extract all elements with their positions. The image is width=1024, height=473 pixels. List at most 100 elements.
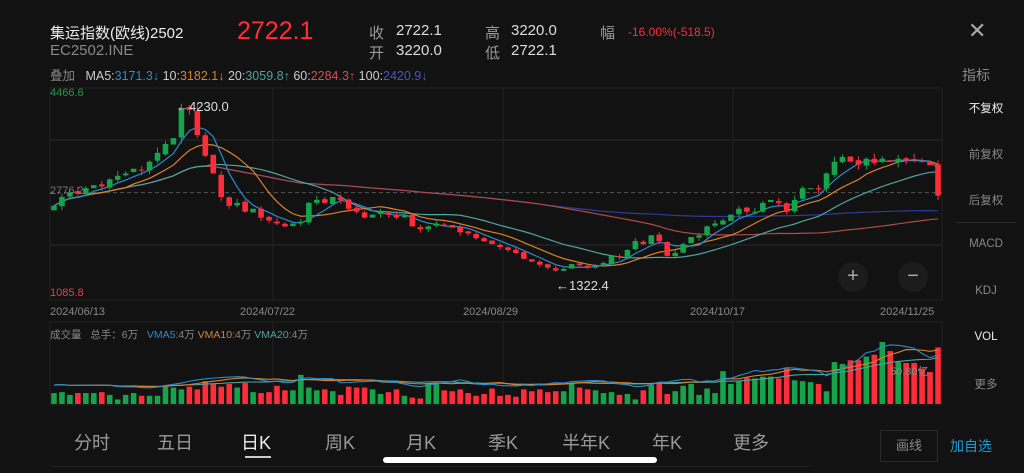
side-item-kdj[interactable]: KDJ xyxy=(975,285,997,297)
ma20-value: 3059.8↑ xyxy=(245,69,290,83)
instrument-code: EC2502.INE xyxy=(50,42,134,59)
tab-intraday[interactable]: 分时 xyxy=(74,433,110,453)
volume-bar xyxy=(210,383,217,404)
candle xyxy=(91,185,97,189)
volume-bar xyxy=(640,390,647,404)
volume-bar xyxy=(863,356,870,404)
volume-bar xyxy=(696,394,702,404)
draw-button[interactable]: 画线 xyxy=(880,430,938,462)
tab-weekly-k[interactable]: 周K xyxy=(325,433,356,453)
tab-more[interactable]: 更多 xyxy=(733,433,769,453)
last-price: 2722.1 xyxy=(237,17,314,45)
volume-bar xyxy=(98,392,105,404)
add-watchlist-button[interactable]: 加自选 xyxy=(950,438,992,454)
volume-bar xyxy=(194,389,201,404)
candle xyxy=(672,252,678,257)
indicator-button[interactable]: 指标 xyxy=(962,67,990,83)
side-item-vol[interactable]: VOL xyxy=(974,331,998,343)
tab-quarterly-k[interactable]: 季K xyxy=(488,433,519,453)
volume-bar xyxy=(67,394,73,404)
candle xyxy=(242,201,248,212)
candle xyxy=(290,223,296,227)
vma5-label: VMA5 xyxy=(146,329,176,341)
volume-bar xyxy=(433,383,440,404)
candle xyxy=(521,252,527,259)
volume-bar xyxy=(449,391,455,404)
close-icon[interactable]: ✕ xyxy=(968,18,987,43)
volume-bar xyxy=(616,394,623,404)
side-item-no-adjust[interactable]: 不复权 xyxy=(968,103,1004,115)
ma10-value: 3182.1↓ xyxy=(179,69,225,83)
side-item-backward-adjust[interactable]: 后复权 xyxy=(968,195,1004,207)
volume-bar xyxy=(624,393,631,404)
volume-bar xyxy=(608,392,615,404)
candle xyxy=(839,156,846,163)
home-indicator[interactable] xyxy=(383,457,657,463)
volume-bar xyxy=(712,393,718,404)
candle xyxy=(146,161,153,171)
y-max-label: 4466.6 xyxy=(50,87,84,99)
volume-bar xyxy=(130,393,137,404)
candle xyxy=(744,207,750,212)
side-item-more[interactable]: 更多 xyxy=(974,379,998,391)
candle xyxy=(401,215,408,218)
candle xyxy=(497,244,503,248)
candle xyxy=(680,244,686,253)
candle xyxy=(895,158,901,163)
candle xyxy=(321,199,328,203)
overlay-label[interactable]: 叠加 xyxy=(50,69,76,83)
candle xyxy=(799,188,806,199)
candle xyxy=(314,199,320,203)
x-tick: 2024/11/25 xyxy=(880,306,935,318)
candle xyxy=(919,160,925,162)
zoom-out-button[interactable]: − xyxy=(898,262,928,292)
volume-bar xyxy=(393,389,400,404)
volume-bar xyxy=(266,392,272,404)
volume-bar xyxy=(306,387,312,404)
volume-bar xyxy=(401,395,408,404)
volume-bar xyxy=(329,391,336,404)
candle xyxy=(329,196,336,205)
volume-bar xyxy=(369,389,376,404)
candle xyxy=(712,223,718,226)
candle xyxy=(576,263,583,266)
tab-monthly-k[interactable]: 月K xyxy=(406,433,437,453)
volume-bar xyxy=(823,391,830,404)
x-tick: 2024/08/29 xyxy=(463,306,519,318)
side-item-macd[interactable]: MACD xyxy=(969,238,1003,250)
tab-daily-k[interactable]: 日K xyxy=(241,433,272,453)
volume-bar xyxy=(529,391,535,404)
candle xyxy=(807,188,814,190)
x-tick: 2024/10/17 xyxy=(690,306,746,318)
volume-bar xyxy=(122,394,129,404)
volume-bar xyxy=(274,385,280,404)
volume-bar xyxy=(258,393,264,404)
volume-bar xyxy=(146,395,153,404)
candle xyxy=(465,231,471,234)
ma20-label: 20: xyxy=(227,69,246,83)
vma20-value: :4万 xyxy=(288,329,308,341)
candle xyxy=(823,173,830,189)
tab-half-year-k[interactable]: 半年K xyxy=(562,433,611,453)
volume-bar xyxy=(59,392,65,404)
vma10-line xyxy=(53,349,939,388)
ma5-value: 3171.3↓ xyxy=(114,69,160,83)
zoom-in-button[interactable]: + xyxy=(838,262,868,292)
candle xyxy=(353,207,360,212)
volume-bar xyxy=(871,354,878,404)
volume-bar xyxy=(425,383,432,404)
candle xyxy=(552,268,559,271)
candle xyxy=(529,259,535,262)
candle xyxy=(83,188,89,195)
candle xyxy=(783,203,790,212)
vma10-label: VMA10 xyxy=(197,329,233,341)
candle xyxy=(664,241,671,256)
volume-bar xyxy=(672,391,678,404)
tab-yearly-k[interactable]: 年K xyxy=(652,433,683,453)
volume-bar xyxy=(361,387,368,404)
side-item-forward-adjust[interactable]: 前复权 xyxy=(968,149,1004,161)
volume-total: 总手：6万 xyxy=(90,329,139,341)
tab-five-day[interactable]: 五日 xyxy=(157,433,193,453)
candle xyxy=(473,234,479,239)
